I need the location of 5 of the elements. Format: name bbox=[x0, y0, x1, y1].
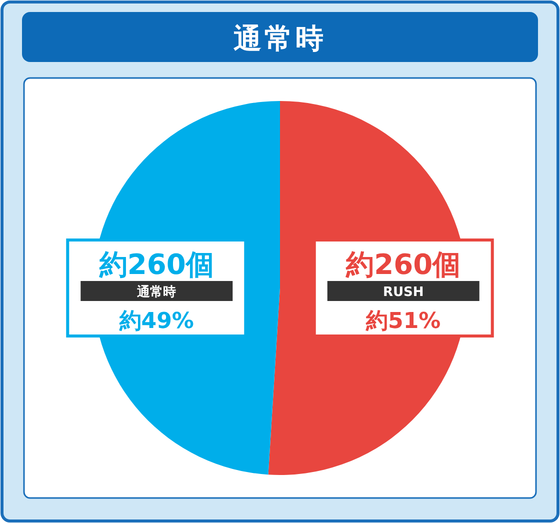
slice-label: RUSH bbox=[382, 285, 424, 300]
data-label: 約49% bbox=[118, 309, 194, 334]
data-label: 約51% bbox=[365, 309, 441, 334]
slice-label: 通常時 bbox=[234, 22, 326, 55]
slice-label: 通常時 bbox=[136, 284, 176, 300]
